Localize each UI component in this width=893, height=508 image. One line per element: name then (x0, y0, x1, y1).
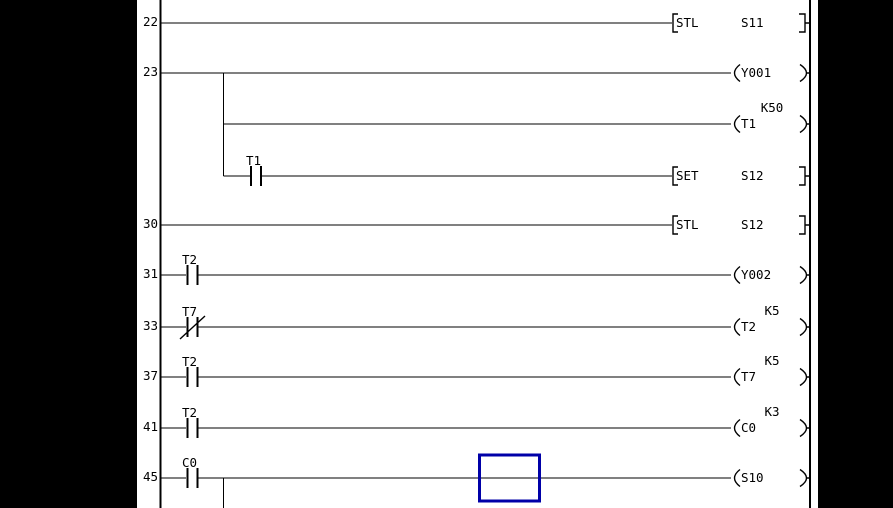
rung-45: 45 C0 S10 (143, 455, 810, 508)
instruction-mnemonic: STL (676, 15, 699, 30)
left-power-rail (159, 0, 162, 508)
coil-paren-open-icon (733, 114, 741, 134)
coil-device: T2 (741, 319, 756, 334)
step-number: 45 (143, 469, 158, 484)
coil-constant: K5 (764, 353, 779, 368)
right-power-rail (809, 0, 811, 508)
instruction-mnemonic: STL (676, 217, 699, 232)
coil-t1[interactable]: K50 T1 (733, 100, 811, 134)
coil-paren-close-icon (799, 63, 810, 83)
bracket-open-icon (672, 215, 678, 235)
coil-paren-close-icon (799, 265, 810, 285)
bracket-close-icon (799, 166, 810, 186)
instruction-operand: S11 (741, 15, 764, 30)
contact-label: C0 (182, 455, 197, 470)
instruction-set-s12[interactable]: SET S12 (672, 166, 810, 186)
coil-paren-close-icon (799, 367, 810, 387)
step-number: 23 (143, 64, 158, 79)
step-number: 30 (143, 216, 158, 231)
contact-bar-icon (186, 418, 189, 438)
coil-c0[interactable]: K3 C0 (733, 404, 811, 438)
instruction-mnemonic: SET (676, 168, 699, 183)
rung-31: 31 T2 Y002 (143, 252, 810, 285)
coil-device: S10 (741, 470, 764, 485)
edit-cursor[interactable] (478, 453, 541, 503)
contact-bar-icon (196, 367, 199, 387)
coil-paren-open-icon (733, 317, 741, 337)
instruction-stl-s11[interactable]: STL S11 (672, 13, 810, 33)
coil-paren-open-icon (733, 367, 741, 387)
contact-bar-icon (196, 317, 199, 337)
coil-device: Y001 (741, 65, 771, 80)
contact-t2[interactable]: T2 (182, 405, 199, 438)
coil-constant: K5 (764, 303, 779, 318)
contact-bar-icon (260, 166, 262, 186)
instruction-operand: S12 (741, 168, 764, 183)
contact-c0[interactable]: C0 (182, 455, 199, 488)
step-number: 41 (143, 419, 158, 434)
coil-device: T7 (741, 369, 756, 384)
coil-y002[interactable]: Y002 (733, 265, 811, 285)
rung-22: 22 STL S11 (143, 13, 810, 33)
contact-label: T2 (182, 354, 197, 369)
contact-bar-icon (250, 166, 252, 186)
bracket-open-icon (672, 13, 678, 33)
contact-label: T7 (182, 304, 197, 319)
instruction-stl-s12[interactable]: STL S12 (672, 215, 810, 235)
step-number: 33 (143, 318, 158, 333)
coil-device: T1 (741, 116, 756, 131)
contact-t7-nc[interactable]: T7 (179, 304, 206, 340)
coil-paren-open-icon (733, 418, 741, 438)
contact-t1[interactable]: T1 (246, 153, 262, 186)
coil-device: C0 (741, 420, 756, 435)
bracket-close-icon (799, 215, 810, 235)
coil-paren-open-icon (733, 265, 741, 285)
contact-bar-icon (196, 468, 199, 488)
coil-constant: K50 (761, 100, 784, 115)
contact-bar-icon (186, 367, 189, 387)
bracket-close-icon (799, 13, 810, 33)
contact-t2[interactable]: T2 (182, 354, 199, 387)
contact-bar-icon (186, 468, 189, 488)
rung-33: 33 T7 K5 T2 (143, 303, 811, 340)
coil-y001[interactable]: Y001 (733, 63, 811, 83)
coil-t2[interactable]: K5 T2 (733, 303, 811, 337)
contact-bar-icon (196, 265, 199, 285)
coil-s10[interactable]: S10 (733, 468, 811, 488)
rung-30: 30 STL S12 (143, 215, 810, 235)
rung-37: 37 T2 K5 T7 (143, 353, 810, 387)
coil-paren-close-icon (799, 317, 810, 337)
step-number: 37 (143, 368, 158, 383)
rung-23: 23 Y001 K50 T1 T1 SET S12 (143, 63, 811, 186)
contact-t2[interactable]: T2 (182, 252, 199, 285)
step-number: 22 (143, 14, 158, 29)
contact-label: T1 (246, 153, 261, 168)
instruction-operand: S12 (741, 217, 764, 232)
contact-bar-icon (186, 265, 189, 285)
coil-device: Y002 (741, 267, 771, 282)
step-number: 31 (143, 266, 158, 281)
contact-bar-icon (186, 317, 189, 337)
rung-41: 41 T2 K3 C0 (143, 404, 810, 438)
contact-label: T2 (182, 252, 197, 267)
coil-paren-open-icon (733, 63, 741, 83)
coil-constant: K3 (764, 404, 779, 419)
coil-t7[interactable]: K5 T7 (733, 353, 811, 387)
coil-paren-close-icon (799, 418, 810, 438)
coil-paren-open-icon (733, 468, 741, 488)
ladder-canvas-background[interactable] (137, 0, 818, 508)
contact-label: T2 (182, 405, 197, 420)
coil-paren-close-icon (799, 114, 810, 134)
coil-paren-close-icon (799, 468, 810, 488)
bracket-open-icon (672, 166, 678, 186)
contact-bar-icon (196, 418, 199, 438)
normally-closed-slash-icon (179, 315, 206, 340)
